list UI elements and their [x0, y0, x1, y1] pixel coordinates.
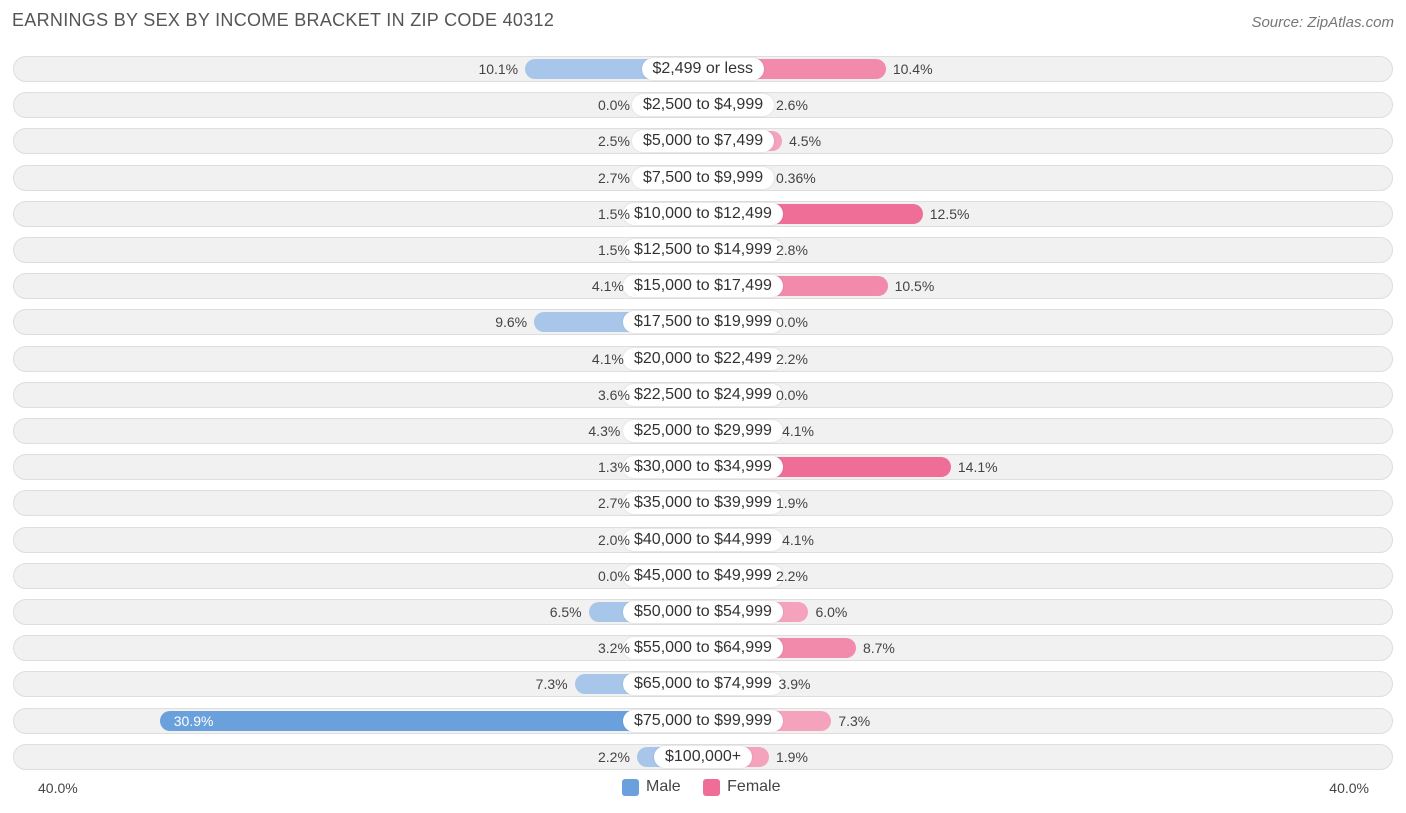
value-label-male: 2.0%	[598, 531, 630, 548]
value-label-male: 4.1%	[591, 350, 624, 367]
legend-swatch-female	[703, 778, 721, 796]
value-label-female: 1.9%	[776, 748, 808, 765]
category-label: $25,000 to $29,999	[623, 420, 783, 442]
value-label-female: 12.5%	[929, 205, 970, 222]
value-label-female: 2.8%	[776, 242, 808, 258]
chart-source: Source: ZipAtlas.com	[1251, 14, 1394, 31]
value-label-female: 7.3%	[838, 712, 871, 729]
legend-label-male: Male	[646, 778, 681, 795]
value-label-male: 2.7%	[598, 495, 630, 512]
chart-title: EARNINGS BY SEX BY INCOME BRACKET IN ZIP…	[12, 10, 555, 30]
value-label-male: 10.1%	[478, 61, 519, 77]
legend-item-female[interactable]: Female	[703, 778, 781, 796]
value-label-male: 0.0%	[598, 567, 630, 584]
value-label-male: 3.6%	[598, 386, 630, 403]
value-label-male: 0.0%	[598, 97, 630, 114]
value-label-male: 7.3%	[535, 676, 568, 693]
value-label-female: 0.36%	[776, 169, 816, 186]
legend-swatch-male	[622, 778, 639, 796]
value-label-female: 14.1%	[957, 459, 998, 476]
value-label-male: 6.5%	[549, 604, 582, 620]
bar-male[interactable]	[159, 710, 703, 731]
category-label: $40,000 to $44,999	[623, 528, 783, 551]
value-label-female: 0.0%	[776, 386, 808, 403]
value-label-female: 2.2%	[776, 567, 808, 584]
category-label: $2,499 or less	[641, 58, 765, 80]
legend: Male Female	[622, 778, 799, 801]
value-label-male: 1.5%	[598, 242, 630, 258]
value-label-female: 1.9%	[776, 495, 808, 512]
category-label: $100,000+	[654, 745, 753, 768]
value-label-female: 4.5%	[789, 133, 822, 150]
category-label: $2,500 to $4,999	[632, 94, 775, 117]
category-label: $35,000 to $39,999	[623, 492, 783, 515]
category-label: $75,000 to $99,999	[623, 709, 783, 732]
value-label-male: 2.7%	[598, 169, 630, 186]
category-label: $7,500 to $9,999	[632, 166, 775, 189]
category-label: $65,000 to $74,999	[623, 673, 783, 696]
value-label-female: 0.0%	[776, 314, 808, 331]
value-label-female: 3.9%	[778, 676, 811, 693]
category-label: $10,000 to $12,499	[623, 202, 783, 225]
legend-item-male[interactable]: Male	[622, 778, 681, 796]
value-label-male: 3.2%	[598, 640, 630, 657]
category-label: $17,500 to $19,999	[623, 311, 783, 334]
legend-label-female: Female	[727, 778, 781, 795]
category-label: $55,000 to $64,999	[623, 637, 783, 660]
category-label: $15,000 to $17,499	[623, 275, 783, 298]
category-label: $22,500 to $24,999	[623, 383, 783, 406]
value-label-male: 2.2%	[598, 748, 630, 765]
value-label-male: 1.5%	[598, 205, 630, 222]
category-label: $12,500 to $14,999	[623, 239, 783, 261]
value-label-male: 30.9%	[173, 712, 214, 729]
value-label-female: 2.6%	[776, 97, 808, 114]
value-label-female: 4.1%	[782, 423, 814, 439]
category-label: $5,000 to $7,499	[632, 130, 775, 153]
value-label-female: 4.1%	[782, 531, 814, 548]
value-label-male: 2.5%	[598, 133, 630, 150]
value-label-male: 4.3%	[588, 423, 621, 439]
category-label: $50,000 to $54,999	[623, 601, 783, 623]
category-label: $20,000 to $22,499	[623, 347, 783, 370]
category-label: $45,000 to $49,999	[623, 564, 783, 587]
value-label-male: 1.3%	[598, 459, 630, 476]
axis-label-left: 40.0%	[38, 780, 78, 796]
category-label: $30,000 to $34,999	[623, 456, 783, 479]
axis-label-right: 40.0%	[1329, 780, 1369, 796]
value-label-female: 10.5%	[894, 278, 935, 295]
value-label-female: 6.0%	[815, 604, 848, 620]
value-label-female: 8.7%	[862, 640, 895, 657]
value-label-female: 10.4%	[892, 61, 933, 77]
value-label-male: 9.6%	[495, 314, 528, 331]
value-label-female: 2.2%	[776, 350, 808, 367]
value-label-male: 4.1%	[591, 278, 624, 295]
